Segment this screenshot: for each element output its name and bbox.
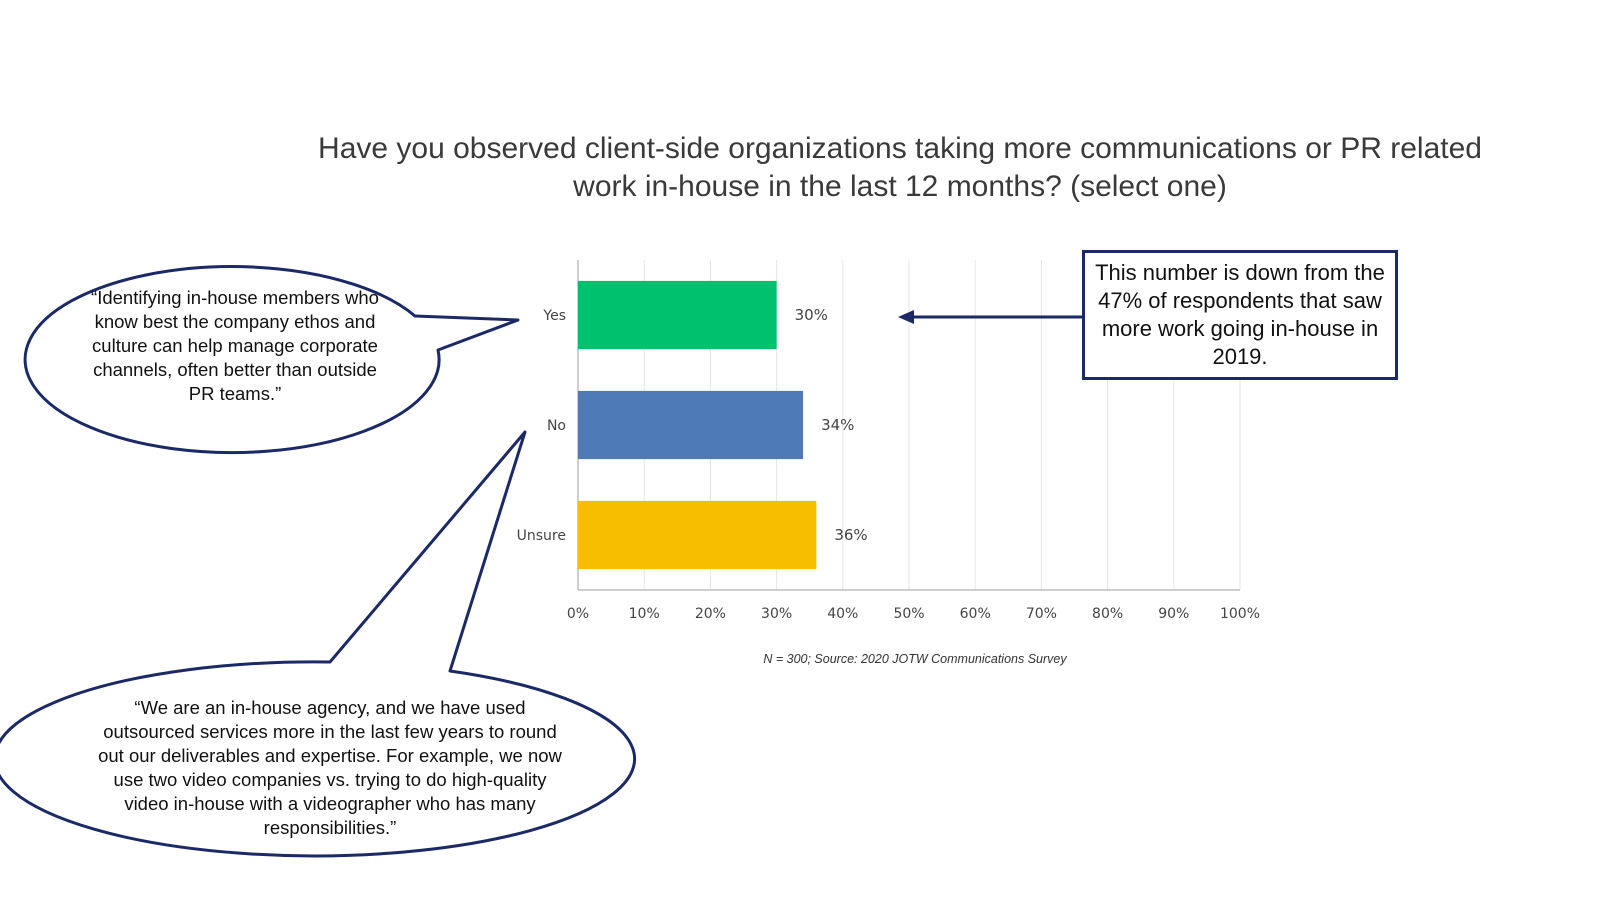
bars bbox=[578, 280, 817, 570]
data-label: 30% bbox=[795, 306, 828, 324]
callout-box: This number is down from the 47% of resp… bbox=[1082, 250, 1398, 380]
speech-bubble-bottom bbox=[0, 430, 637, 858]
source-note: N = 300; Source: 2020 JOTW Communication… bbox=[763, 652, 1067, 666]
x-tick-label: 40% bbox=[827, 606, 858, 622]
data-label: 36% bbox=[834, 526, 867, 544]
category-label: Unsure bbox=[517, 528, 566, 544]
callout-arrow-head-icon bbox=[898, 310, 914, 324]
x-tick-label: 0% bbox=[567, 606, 589, 622]
x-tick-label: 80% bbox=[1092, 606, 1123, 622]
chart-title-line-1: Have you observed client-side organizati… bbox=[318, 132, 1482, 165]
x-tick-label: 70% bbox=[1026, 606, 1057, 622]
category-label: No bbox=[547, 418, 566, 434]
x-tick-label: 90% bbox=[1158, 606, 1189, 622]
quote-1: “Identifying in-house members who know b… bbox=[91, 287, 379, 404]
x-tick-label: 60% bbox=[960, 606, 991, 622]
category-label: Yes bbox=[542, 308, 566, 324]
x-tick-label: 100% bbox=[1220, 606, 1260, 622]
x-tick-label: 10% bbox=[629, 606, 660, 622]
bar-yes bbox=[578, 280, 777, 350]
bar-no bbox=[578, 390, 804, 460]
x-tick-label: 20% bbox=[695, 606, 726, 622]
speech-bubble-top bbox=[23, 265, 520, 455]
x-tick-label: 50% bbox=[893, 606, 924, 622]
chart-labels: 0% 10% 20% 30% 40% 50% 60% 70% 80% 90% 100% Yes 30% N… bbox=[517, 306, 1260, 622]
chart-title-line-2: work in-house in the last 12 months? (se… bbox=[573, 170, 1227, 203]
chart-title: Have you observed client-side organizati… bbox=[240, 130, 1560, 206]
quote-2: “We are an in-house agency, and we have … bbox=[98, 697, 562, 838]
data-label: 34% bbox=[821, 416, 854, 434]
x-tick-label: 30% bbox=[761, 606, 792, 622]
callout-text: This number is down from the 47% of resp… bbox=[1095, 260, 1385, 369]
bar-unsure bbox=[578, 500, 817, 570]
